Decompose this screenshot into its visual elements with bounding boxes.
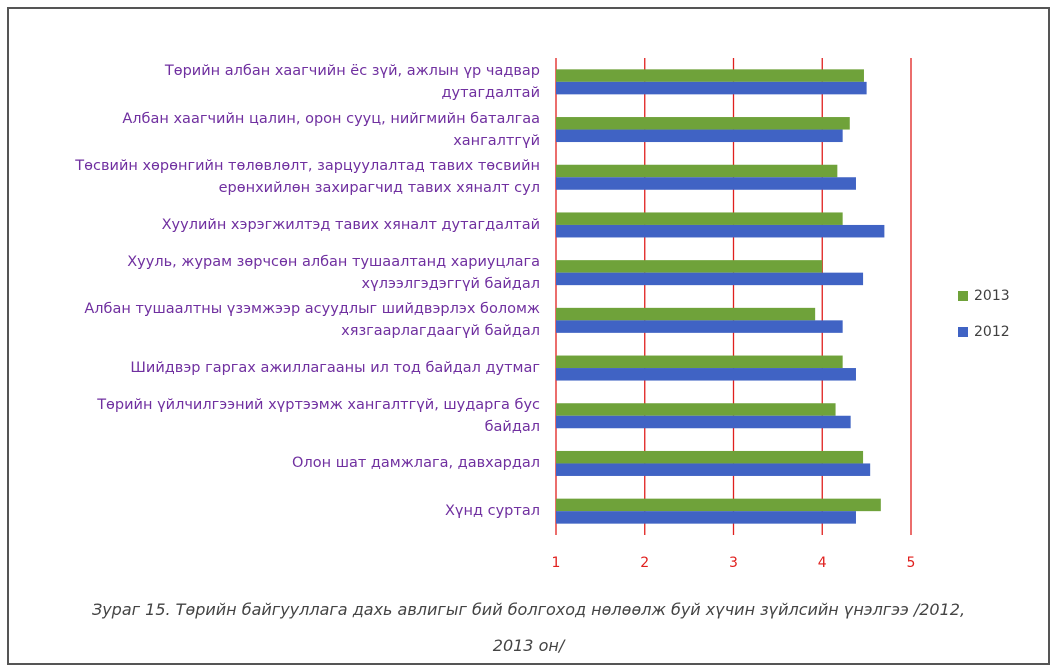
bar [556, 415, 851, 429]
bar [556, 498, 881, 512]
x-tick-label: 2 [640, 555, 649, 571]
legend-swatch [958, 291, 968, 301]
y-tick-label: Хүнд суртал [445, 503, 540, 520]
bar [556, 368, 856, 381]
bar [556, 320, 843, 333]
bar [556, 164, 838, 178]
bar [556, 463, 871, 476]
bar [556, 403, 836, 416]
y-tick-label: Төрийн үйлчилгээний хүртээмж хангалтгүй,… [97, 396, 540, 435]
x-tick-label: 4 [818, 555, 827, 571]
y-tick-label: Албан тушаалтны үзэмжээр асуудлыг шийдвэ… [84, 301, 540, 340]
bar [556, 307, 816, 321]
bar [556, 272, 864, 286]
bar [556, 117, 850, 130]
bar [556, 81, 867, 95]
caption: Зураг 15. Төрийн байгууллага дахь авлигы… [91, 600, 966, 655]
x-tick-label: 5 [907, 555, 916, 571]
y-tick-label: Төсвийн хөрөнгийн төлөвлөлт, зарцуулалта… [75, 158, 540, 197]
legend-swatch [958, 327, 968, 337]
x-tick-label: 3 [729, 555, 738, 571]
x-tick-label: 1 [552, 555, 561, 571]
legend-label: 2012 [974, 324, 1010, 340]
bar [556, 212, 843, 225]
bar [556, 69, 864, 82]
legend-label: 2013 [974, 288, 1010, 304]
bar [556, 450, 864, 464]
y-tick-label: Албан хаагчийн цалин, орон сууц, нийгмий… [122, 110, 540, 149]
frame-border [7, 7, 1050, 665]
y-tick-label: Хуулийн хэрэгжилтэд тавих хяналт дутагда… [161, 216, 540, 233]
y-tick-label: Хууль, журам зөрчсөн албан тушаалтанд ха… [127, 253, 540, 292]
bar [556, 355, 843, 369]
bar [556, 511, 856, 524]
y-tick-label: Шийдвэр гаргах ажиллагааны ил тод байдал… [130, 360, 540, 377]
y-tick-label: Төрийн албан хаагчийн ёс зүй, ажлын үр ч… [164, 62, 540, 101]
bar [556, 260, 823, 273]
y-tick-label: Олон шат дамжлага, давхардал [292, 455, 540, 472]
bar [556, 177, 856, 190]
bar [556, 129, 843, 143]
bar [556, 224, 885, 238]
